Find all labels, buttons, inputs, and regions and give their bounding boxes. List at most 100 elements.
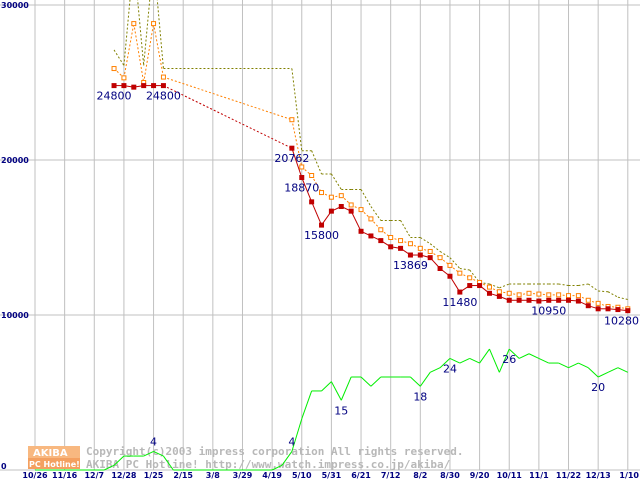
data-point xyxy=(546,297,552,303)
series-segment xyxy=(360,376,372,387)
series-segment xyxy=(587,367,599,378)
data-point xyxy=(417,252,423,258)
series-segment xyxy=(143,23,155,83)
data-label: 26 xyxy=(502,353,516,366)
series-segment xyxy=(123,23,135,78)
data-label: 11480 xyxy=(442,296,477,309)
series-segment xyxy=(137,0,145,66)
series-segment xyxy=(489,348,500,373)
series-segment xyxy=(271,464,283,471)
data-point xyxy=(151,83,157,89)
series-segment xyxy=(143,450,154,457)
data-point xyxy=(496,293,502,299)
series-segment xyxy=(291,148,303,178)
data-point xyxy=(605,306,611,312)
x-tick-label: 12/7 xyxy=(84,471,104,480)
data-point xyxy=(457,289,463,295)
series-segment xyxy=(597,371,609,378)
data-point xyxy=(585,297,591,303)
series-segment xyxy=(153,23,164,78)
data-label: 20 xyxy=(591,381,605,394)
data-point xyxy=(338,193,344,199)
y-tick-label: 30000 xyxy=(1,1,29,10)
series-segment xyxy=(156,0,164,69)
series-segment xyxy=(587,283,599,292)
series-segment xyxy=(113,455,125,466)
data-label: 10950 xyxy=(531,304,566,317)
series-segment xyxy=(607,367,619,373)
data-point xyxy=(595,306,601,312)
series-segment xyxy=(558,283,569,287)
series-segment xyxy=(617,367,629,373)
series-max xyxy=(113,0,628,300)
data-point xyxy=(496,289,502,295)
data-label: 10280 xyxy=(604,315,639,328)
series-segment xyxy=(291,119,303,168)
data-point xyxy=(536,298,542,304)
x-tick-label: 11/16 xyxy=(52,471,78,480)
data-point xyxy=(467,283,473,289)
data-label: 4 xyxy=(150,435,157,448)
logo-top-bg xyxy=(28,446,80,458)
data-point xyxy=(467,275,473,281)
data-point xyxy=(289,145,295,151)
series-segment xyxy=(370,376,382,387)
data-point xyxy=(388,244,394,250)
data-point xyxy=(111,83,117,89)
series-segment xyxy=(508,348,520,359)
logo-bottom-bg xyxy=(28,458,80,469)
x-tick-label: 10/11 xyxy=(497,471,523,480)
series-segment xyxy=(459,357,470,364)
series-shop-count xyxy=(35,348,629,471)
series-segment xyxy=(400,220,411,238)
watermark: AKIBA PC Hotline! Copyright(c)2003 impre… xyxy=(28,445,464,471)
data-label: 18870 xyxy=(284,182,319,195)
series-segment xyxy=(133,23,145,83)
series-segment xyxy=(321,381,332,392)
data-point xyxy=(546,292,552,298)
series-segment xyxy=(518,353,530,359)
data-point xyxy=(299,175,305,181)
series-segment xyxy=(163,76,293,121)
series-segment xyxy=(281,451,293,466)
series-segment xyxy=(291,418,303,452)
series-segment xyxy=(301,390,313,420)
data-point xyxy=(151,21,157,27)
series-layer xyxy=(35,0,631,471)
x-tick-label: 5/31 xyxy=(322,471,342,480)
data-point xyxy=(348,208,354,214)
data-point xyxy=(160,83,166,89)
data-point xyxy=(111,66,117,72)
data-point xyxy=(388,235,394,240)
x-tick-label: 11/22 xyxy=(556,471,581,480)
series-segment xyxy=(420,237,431,245)
x-tick-label: 8/2 xyxy=(413,471,427,480)
series-segment xyxy=(528,353,540,359)
x-tick-label: 3/8 xyxy=(206,471,220,480)
data-point xyxy=(358,207,364,213)
data-point xyxy=(407,241,413,247)
data-point xyxy=(516,292,522,298)
x-tick-label: 12/28 xyxy=(111,471,137,480)
data-point xyxy=(368,216,374,222)
series-segment xyxy=(449,275,461,293)
data-point xyxy=(319,222,325,228)
site-url-text: AKIBA PC Hotline! http://www.watch.impre… xyxy=(86,458,451,471)
data-point xyxy=(398,238,404,244)
annotations: 24800 24800 20762 18870 15800 13869 11480 10950… xyxy=(97,90,639,449)
data-point xyxy=(437,255,443,261)
series-minimum xyxy=(111,83,631,314)
series-segment xyxy=(103,464,115,471)
series-segment xyxy=(311,175,322,193)
data-point xyxy=(358,228,364,234)
x-tick-label: 2/15 xyxy=(173,471,193,480)
series-segment xyxy=(499,283,510,289)
x-tick-label: 9/20 xyxy=(470,471,490,480)
data-point xyxy=(309,199,315,205)
data-point xyxy=(378,238,384,244)
series-segment xyxy=(439,358,451,369)
data-label: 13869 xyxy=(393,259,428,272)
data-point xyxy=(160,74,166,80)
